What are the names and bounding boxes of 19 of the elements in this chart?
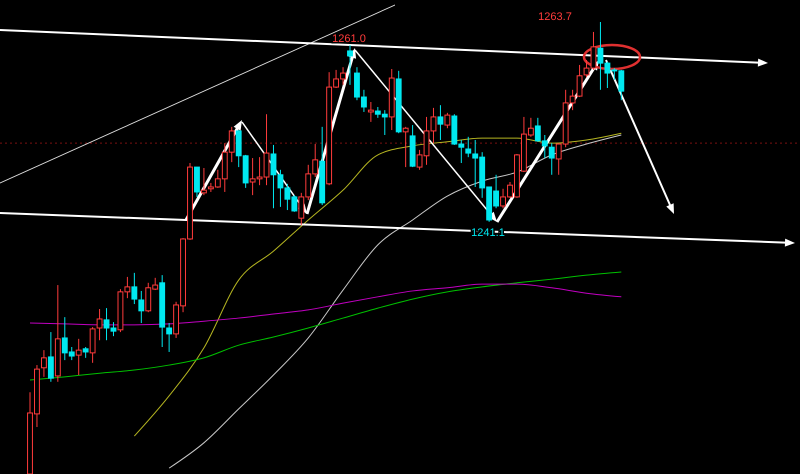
candlestick <box>548 142 555 176</box>
candlestick <box>166 322 172 352</box>
candlestick <box>96 308 102 341</box>
candlestick <box>465 136 472 158</box>
candlestick <box>138 290 144 324</box>
candlestick <box>82 346 89 358</box>
candlestick <box>90 326 96 364</box>
candlestick <box>40 350 47 378</box>
candlestick <box>438 104 444 140</box>
candlestick <box>368 102 374 122</box>
candlestick <box>48 332 54 382</box>
candlestick <box>402 126 409 168</box>
candlestick <box>76 338 82 376</box>
annotation: 1263.7 <box>538 11 572 23</box>
candlestick <box>444 112 450 129</box>
candlestick <box>200 167 207 196</box>
candlestick <box>131 272 138 305</box>
candlestick <box>347 44 353 86</box>
annotation: 1261.0 <box>332 33 366 45</box>
